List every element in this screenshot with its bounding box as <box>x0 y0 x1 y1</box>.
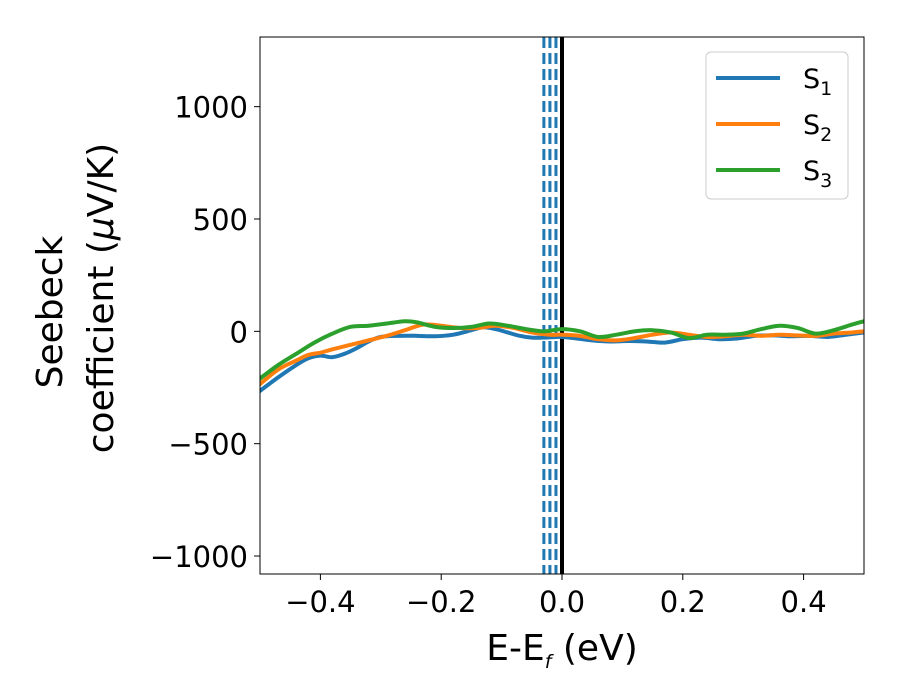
reference-lines <box>542 37 564 574</box>
legend-label: S2 <box>803 110 832 146</box>
legend-label: S1 <box>803 64 832 100</box>
x-tick-label: −0.2 <box>406 585 476 619</box>
series-lines <box>260 319 864 393</box>
x-tick-label: 0.4 <box>781 585 827 619</box>
y-tick-label: 500 <box>193 203 248 237</box>
y-axis-label: Seebeck coefficient (μV/K) <box>30 143 122 453</box>
y-axis-label-line1: Seebeck <box>30 235 71 388</box>
y-tick-label: 1000 <box>174 91 248 125</box>
y-tick-label: 0 <box>230 315 248 349</box>
series-line-s3 <box>260 319 864 381</box>
x-tick-label: 0.0 <box>539 585 585 619</box>
x-axis-label: E-Ef (eV) <box>486 628 638 673</box>
x-tick-label: 0.2 <box>660 585 706 619</box>
y-axis-label-line2: coefficient (μV/K) <box>81 143 122 453</box>
series-line-s1 <box>260 325 864 393</box>
x-axis-ticks: −0.4 −0.2 0.0 0.2 0.4 <box>285 574 827 619</box>
series-line-s2 <box>260 322 864 387</box>
y-tick-label: −1000 <box>150 540 248 574</box>
legend: S1 S2 S3 <box>705 51 849 200</box>
legend-label: S3 <box>803 156 832 192</box>
y-axis-ticks: −1000 −500 0 500 1000 <box>150 91 260 574</box>
x-tick-label: −0.4 <box>285 585 355 619</box>
y-tick-label: −500 <box>168 428 248 462</box>
